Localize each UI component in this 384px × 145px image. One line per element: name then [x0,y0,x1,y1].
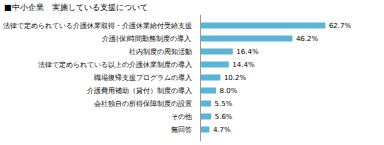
svg-text:介護費用補助（貸付）制度の導入: 介護費用補助（貸付）制度の導入 [87,87,192,95]
svg-text:介護(保)時間勤務制度の導入: 介護(保)時間勤務制度の導入 [102,35,191,43]
svg-text:5.6%: 5.6% [215,113,233,121]
svg-text:法律で定められている以上の介護休業制度の導入: 法律で定められている以上の介護休業制度の導入 [38,61,192,69]
svg-text:5.5%: 5.5% [215,100,233,108]
html-text:■中小企業 実施している支援について: ■中小企業 実施している支援について [4,3,148,12]
svg-text:10.2%: 10.2% [224,74,247,82]
svg-text:無回答: 無回答 [171,126,192,134]
svg-text:14.4%: 14.4% [232,61,255,69]
svg-text:8.0%: 8.0% [220,87,238,95]
svg-text:社内制度の周知活動: 社内制度の周知活動 [129,48,192,56]
svg-text:62.7%: 62.7% [329,22,352,30]
svg-text:46.2%: 46.2% [296,35,319,43]
svg-text:会社独自の所得保障制度の設置: 会社独自の所得保障制度の設置 [94,100,192,108]
svg-text:4.7%: 4.7% [213,126,231,134]
svg-text:その他: その他 [171,113,192,121]
svg-text:16.4%: 16.4% [236,48,259,56]
svg-text:法律で定められている介護休業取得・介護休業給付受給支援: 法律で定められている介護休業取得・介護休業給付受給支援 [3,22,192,30]
svg-text:職場復帰支援プログラムの導入: 職場復帰支援プログラムの導入 [94,74,192,82]
